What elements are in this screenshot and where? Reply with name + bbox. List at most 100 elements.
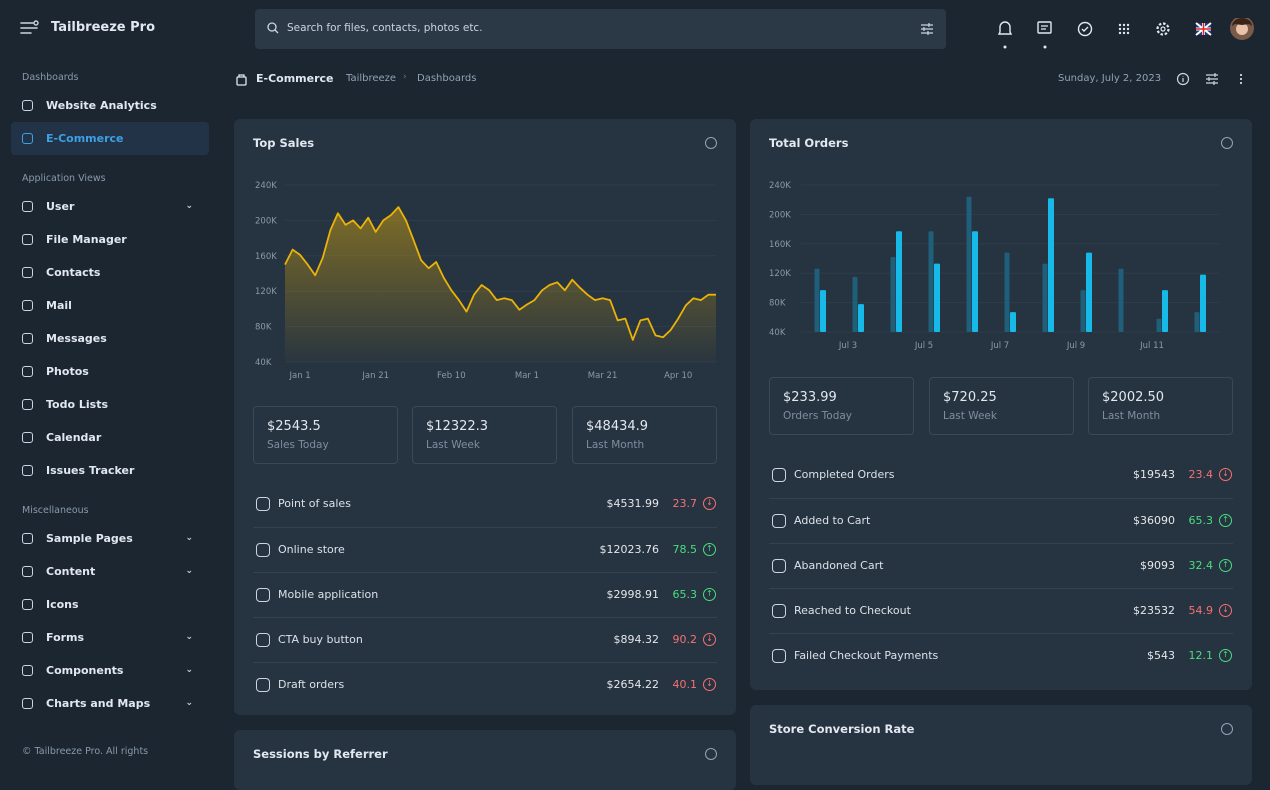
row-icon bbox=[256, 588, 270, 602]
list-row: Completed Orders $19543 23.4 ↓ bbox=[769, 453, 1233, 498]
stat-value: $720.25 bbox=[943, 390, 997, 405]
settings-button[interactable] bbox=[1156, 22, 1170, 36]
filter-button[interactable] bbox=[1206, 73, 1218, 85]
nav-item[interactable]: Todo Lists bbox=[0, 388, 209, 421]
nav-item[interactable]: Contacts bbox=[0, 256, 209, 289]
row-change: 32.4 bbox=[1188, 559, 1214, 572]
footer: © Tailbreeze Pro. All rights bbox=[22, 746, 149, 757]
nav-label: User bbox=[46, 200, 75, 213]
area bbox=[285, 207, 716, 362]
info-icon[interactable] bbox=[1221, 137, 1233, 149]
nav-label: Issues Tracker bbox=[46, 464, 135, 477]
row-change: 12.1 bbox=[1188, 649, 1214, 662]
breadcrumb-link[interactable]: Dashboards bbox=[417, 73, 477, 84]
nav-item[interactable]: Charts and Maps ⌄ bbox=[0, 687, 209, 720]
nav-item[interactable]: E-Commerce bbox=[11, 122, 209, 155]
nav-item[interactable]: Sample Pages ⌄ bbox=[0, 522, 209, 555]
info-icon[interactable] bbox=[705, 748, 717, 760]
brand: Tailbreeze Pro bbox=[51, 20, 156, 35]
apps-button[interactable] bbox=[1118, 23, 1130, 35]
nav-item[interactable]: Mail bbox=[0, 289, 209, 322]
notifications-button[interactable] bbox=[997, 21, 1013, 49]
menu-logo[interactable] bbox=[20, 20, 40, 40]
info-icon[interactable] bbox=[1221, 723, 1233, 735]
nav-icon bbox=[22, 698, 33, 709]
nav-label: Forms bbox=[46, 631, 85, 644]
nav-item[interactable]: Website Analytics bbox=[0, 89, 209, 122]
stat-label: Orders Today bbox=[783, 410, 853, 422]
nav-item[interactable]: Photos bbox=[0, 355, 209, 388]
row-label: Abandoned Cart bbox=[794, 559, 884, 572]
nav-icon bbox=[22, 333, 33, 344]
nav-icon bbox=[22, 533, 33, 544]
info-button[interactable] bbox=[1176, 72, 1190, 86]
breadcrumb-link[interactable]: Tailbreeze bbox=[346, 73, 397, 84]
nav-item[interactable]: Icons bbox=[0, 588, 209, 621]
bar bbox=[1004, 252, 1010, 332]
top-sales-card: Top Sales 40K 80K 120K 160K 200K 240K Jan 1 Jan… bbox=[234, 119, 736, 715]
row-amount: $2654.22 bbox=[606, 678, 660, 691]
x-tick-label: Feb 10 bbox=[437, 371, 466, 381]
list-row: Reached to Checkout $23532 54.9 ↓ bbox=[769, 588, 1233, 633]
trend-icon: ↑ bbox=[1219, 649, 1232, 662]
logo-icon bbox=[20, 20, 39, 34]
nav-icon bbox=[22, 599, 33, 610]
body: Tailbreeze Pro Search for files, contact… bbox=[0, 9, 1254, 790]
row-icon bbox=[256, 633, 270, 647]
row-label: Added to Cart bbox=[794, 514, 871, 527]
bar bbox=[1080, 290, 1086, 332]
bar bbox=[890, 257, 896, 332]
trend-icon: ↓ bbox=[703, 497, 716, 510]
more-button[interactable] bbox=[1239, 73, 1243, 85]
conversion-card: Store Conversion Rate bbox=[750, 705, 1252, 785]
nav-icon bbox=[22, 201, 33, 212]
header-icons bbox=[997, 18, 1254, 49]
row-change: 54.9 bbox=[1188, 604, 1214, 617]
nav-item[interactable]: File Manager bbox=[0, 223, 209, 256]
nav-item[interactable]: Messages bbox=[0, 322, 209, 355]
stat-value: $2002.50 bbox=[1102, 390, 1165, 405]
row-amount: $4531.99 bbox=[606, 497, 660, 510]
y-tick-label: 200K bbox=[255, 216, 277, 226]
chart: 40K 80K 120K 160K 200K 240K Jul 3 Jul 5 Jul 7 Jul… bbox=[769, 181, 1219, 351]
nav-item[interactable]: Content ⌄ bbox=[0, 555, 209, 588]
bar bbox=[820, 290, 826, 332]
nav-item[interactable]: Components ⌄ bbox=[0, 654, 209, 687]
row-label: Draft orders bbox=[278, 678, 345, 691]
nav-item[interactable]: Calendar bbox=[0, 421, 209, 454]
row-change: 40.1 bbox=[672, 678, 698, 691]
tasks-button[interactable] bbox=[1077, 21, 1093, 37]
stat-box: $2543.5 Sales Today bbox=[253, 406, 398, 464]
y-tick-label: 120K bbox=[255, 287, 277, 297]
nav-label: Calendar bbox=[46, 431, 102, 444]
user-avatar[interactable] bbox=[1230, 18, 1254, 40]
filter-icon[interactable] bbox=[920, 22, 934, 35]
stat-label: Last Month bbox=[1102, 410, 1161, 422]
trend-icon: ↓ bbox=[703, 633, 716, 646]
search-icon bbox=[267, 22, 279, 34]
nav-item[interactable]: Issues Tracker bbox=[0, 454, 209, 487]
y-tick-label: 120K bbox=[769, 269, 791, 279]
stat-value: $12322.3 bbox=[426, 419, 489, 434]
card-title: Sessions by Referrer bbox=[253, 747, 388, 761]
bar bbox=[1156, 318, 1162, 332]
row-label: Failed Checkout Payments bbox=[794, 649, 939, 662]
nav-item[interactable]: Forms ⌄ bbox=[0, 621, 209, 654]
nav-icon bbox=[22, 665, 33, 676]
nav-icon bbox=[22, 133, 33, 144]
row-change: 78.5 bbox=[672, 543, 698, 556]
y-tick-label: 40K bbox=[769, 328, 786, 338]
card-title: Total Orders bbox=[769, 136, 849, 150]
row-label: Point of sales bbox=[278, 497, 351, 510]
info-icon[interactable] bbox=[705, 137, 717, 149]
page-title: E-Commerce bbox=[256, 72, 334, 85]
search-bar[interactable]: Search for files, contacts, photos etc. bbox=[255, 9, 946, 49]
sessions-card: Sessions by Referrer bbox=[234, 730, 736, 790]
nav-icon bbox=[22, 432, 33, 443]
nav-label: Components bbox=[46, 664, 124, 677]
nav-item[interactable]: User ⌄ bbox=[0, 190, 209, 223]
language-button[interactable] bbox=[1195, 22, 1212, 36]
x-tick-label: Jan 1 bbox=[289, 371, 311, 381]
chevron: ⌄ bbox=[185, 533, 193, 543]
messages-button[interactable] bbox=[1037, 21, 1052, 49]
